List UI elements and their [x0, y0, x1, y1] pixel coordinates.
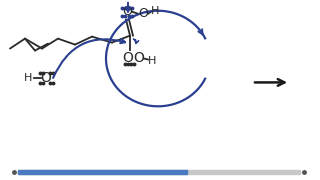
Text: H: H — [151, 6, 159, 16]
Text: O: O — [122, 5, 132, 18]
Bar — [18, 170, 187, 174]
Text: O: O — [123, 51, 133, 64]
Text: O: O — [138, 7, 148, 20]
Bar — [18, 170, 300, 174]
Text: H: H — [24, 73, 32, 84]
Text: O: O — [41, 71, 52, 86]
Text: H: H — [148, 55, 156, 66]
Text: O: O — [133, 51, 144, 64]
